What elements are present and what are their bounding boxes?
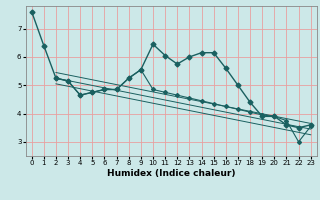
X-axis label: Humidex (Indice chaleur): Humidex (Indice chaleur) (107, 169, 236, 178)
